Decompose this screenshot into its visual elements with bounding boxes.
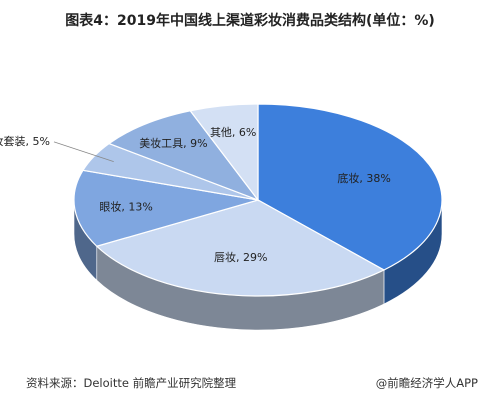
pie-slice-2 xyxy=(95,199,386,297)
pie-tops xyxy=(73,103,443,297)
leader-line-4 xyxy=(53,141,114,163)
pie-labels: 底妆, 38% 唇妆, 29% 眼妆, 13% 彩妆套装, 5% 美妆工具, 9%其他,… xyxy=(0,126,391,264)
pie-slice-6 xyxy=(189,103,259,202)
brand-credit: @前瞻经济学人APP xyxy=(375,376,478,390)
data-label-6: 其他, 6% xyxy=(210,126,256,139)
data-label-4: 彩妆套装, 5% xyxy=(0,135,50,148)
chart-title: 图表4：2019年中国线上渠道彩妆消费品类结构(单位：%) xyxy=(65,13,435,29)
data-label-3: 眼妆, 13% xyxy=(99,201,152,214)
pie-slice-5 xyxy=(107,110,260,202)
data-label-1: 底妆, 38% xyxy=(337,171,390,185)
pie-leader-lines xyxy=(53,141,114,163)
data-label-5: 美妆工具, 9% xyxy=(139,137,207,150)
data-label-2: 唇妆, 29% xyxy=(214,251,267,264)
pie-slice-3 xyxy=(73,169,259,247)
pie-slice-1 xyxy=(257,103,443,271)
source-note: 资料来源：Deloitte 前瞻产业研究院整理 xyxy=(26,376,237,390)
